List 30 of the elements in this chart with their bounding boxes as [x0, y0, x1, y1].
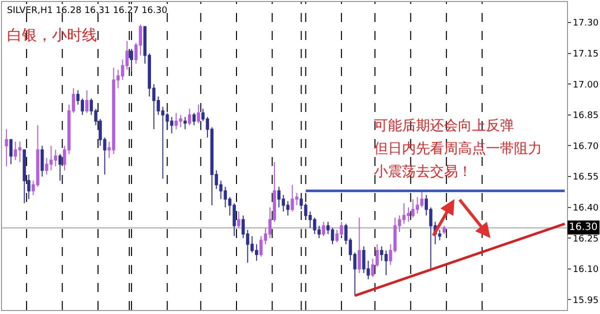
candlestick [184, 116, 187, 130]
candlestick [196, 104, 200, 124]
candlestick [237, 210, 240, 228]
y-tick-label: 16.10 [572, 265, 599, 276]
y-tick-label: 17.30 [572, 18, 599, 29]
y-tick-label: 16.85 [572, 111, 599, 122]
y-tick-label: 16.55 [572, 172, 599, 183]
annotation: 小震荡去交易！ [374, 164, 472, 180]
y-tick-label: 15.95 [572, 296, 599, 306]
candlestick [9, 139, 13, 165]
candlestick [85, 90, 88, 114]
candlestick [358, 217, 361, 274]
y-tick-label: 16.40 [572, 203, 599, 214]
candlestick [4, 128, 8, 167]
candlestick [442, 225, 446, 235]
candlestick [18, 141, 22, 163]
candlestick [40, 145, 44, 178]
y-tick-label: 16.25 [572, 234, 599, 244]
candlestick [277, 186, 281, 208]
candlestick [130, 48, 134, 72]
annotation: 但日内先看周高点一带阻力 [374, 141, 542, 157]
ref-line-label: 16.30 [569, 222, 598, 233]
candlestick [192, 112, 196, 126]
candlestick [58, 153, 62, 182]
candlestick [188, 108, 192, 126]
y-tick-label: 17.15 [572, 49, 599, 60]
annotation: SILVER,H1 16.28 16.31 16.27 16.30 [7, 6, 168, 16]
candlestick [322, 221, 326, 237]
y-tick-label: 17.00 [572, 80, 599, 90]
y-tick-label: 16.70 [572, 142, 599, 152]
